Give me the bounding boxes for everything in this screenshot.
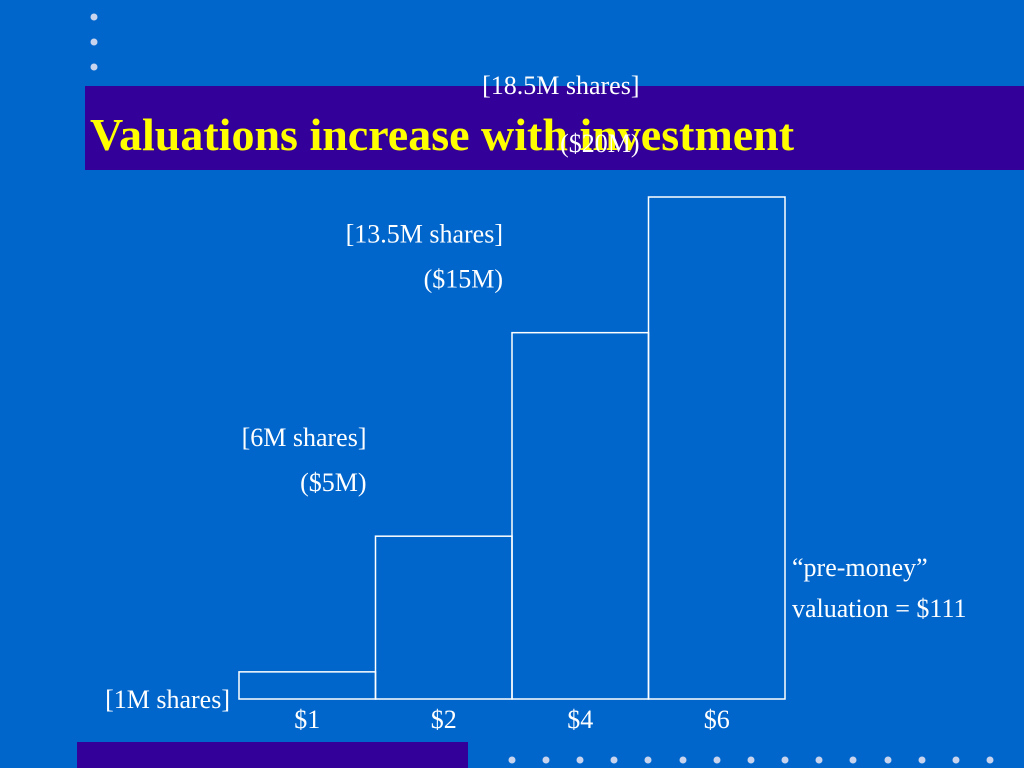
- shares-label: [1M shares]: [105, 685, 230, 714]
- investment-label: ($5M): [300, 468, 366, 497]
- investment-label: ($15M): [424, 265, 503, 294]
- title-band: [85, 86, 1024, 170]
- footer-band: [77, 742, 468, 768]
- valuation-bar-chart: $1 [1M shares] $2 ($5M) [6M shares] $4 ($15M) […: [105, 71, 786, 734]
- investment-label: ($20M): [560, 129, 639, 158]
- pre-money-label: “pre-money”: [792, 553, 928, 582]
- x-tick-label: $4: [567, 705, 593, 734]
- x-tick-label: $1: [294, 705, 320, 734]
- bar-3: [511, 331, 650, 700]
- bar-4: [647, 196, 786, 700]
- x-tick-label: $2: [431, 705, 457, 734]
- decorative-dots-top: [90, 13, 98, 71]
- slide-title: Valuations increase with investment: [90, 109, 795, 160]
- shares-label: [13.5M shares]: [346, 220, 503, 249]
- bar-2: [374, 535, 513, 700]
- shares-label: [18.5M shares]: [482, 71, 639, 100]
- shares-label: [6M shares]: [242, 423, 367, 452]
- x-tick-label: $6: [704, 705, 730, 734]
- valuation-label: valuation = $111: [792, 594, 966, 623]
- bar-1: [238, 671, 377, 700]
- decorative-dots-bottom: [508, 756, 994, 764]
